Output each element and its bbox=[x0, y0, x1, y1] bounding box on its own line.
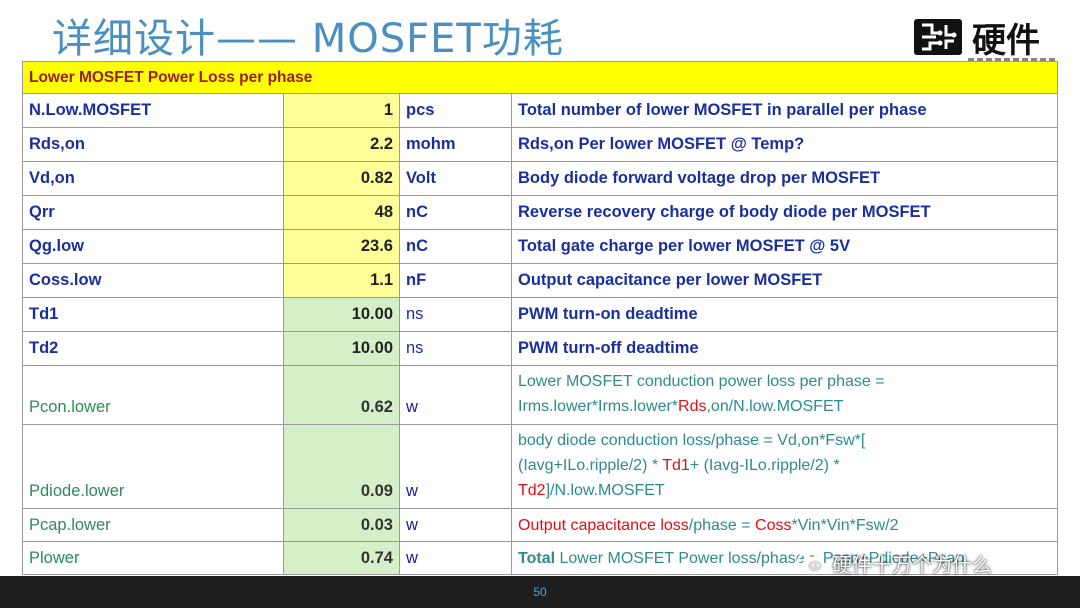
slide-title: 详细设计—— MOSFET功耗 bbox=[52, 16, 564, 62]
table-row: Qg.low 23.6 nC Total gate charge per low… bbox=[22, 229, 1058, 264]
param-unit: ns bbox=[399, 297, 512, 332]
param-description: PWM turn-on deadtime bbox=[511, 297, 1058, 332]
formula-text: ,on/N.low.MOSFET bbox=[706, 398, 844, 415]
param-name: Plower bbox=[22, 541, 284, 575]
param-value[interactable]: 23.6 bbox=[283, 229, 400, 264]
table-row: Td1 10.00 ns PWM turn-on deadtime bbox=[22, 297, 1058, 332]
param-unit: w bbox=[399, 424, 512, 509]
param-value: 0.62 bbox=[283, 365, 400, 425]
formula-text: Lower MOSFET conduction power loss per p… bbox=[518, 373, 885, 390]
param-value[interactable]: 1.1 bbox=[283, 263, 400, 298]
formula-text: body diode conduction loss/phase = Vd,on… bbox=[518, 432, 866, 449]
formula-highlight: Td1 bbox=[662, 457, 690, 474]
param-value[interactable]: 10.00 bbox=[283, 297, 400, 332]
formula-highlight: Td2 bbox=[518, 482, 546, 499]
param-unit: nF bbox=[399, 263, 512, 298]
param-unit: Volt bbox=[399, 161, 512, 196]
param-unit: pcs bbox=[399, 93, 512, 128]
slide-footer-bar bbox=[0, 576, 1080, 608]
param-value: 0.09 bbox=[283, 424, 400, 509]
param-name: Qrr bbox=[22, 195, 284, 230]
param-name: Td2 bbox=[22, 331, 284, 366]
formula-highlight: Total bbox=[518, 549, 556, 567]
formula-description: Output capacitance loss/phase = Coss*Vin… bbox=[511, 508, 1058, 542]
formula-highlight: Coss bbox=[755, 516, 792, 534]
formula-text: (Iavg+ILo.ripple/2) * bbox=[518, 457, 663, 474]
param-value[interactable]: 1 bbox=[283, 93, 400, 128]
param-value: 0.74 bbox=[283, 541, 400, 575]
brand-logo: 硬件 bbox=[912, 14, 1062, 60]
param-value[interactable]: 0.82 bbox=[283, 161, 400, 196]
table-row: Qrr 48 nC Reverse recovery charge of bod… bbox=[22, 195, 1058, 230]
param-name: Td1 bbox=[22, 297, 284, 332]
formula-highlight: Rds bbox=[678, 398, 707, 415]
param-description: PWM turn-off deadtime bbox=[511, 331, 1058, 366]
param-name: Coss.low bbox=[22, 263, 284, 298]
table-row: Pdiode.lower 0.09 w body diode conductio… bbox=[22, 424, 1058, 509]
param-value[interactable]: 10.00 bbox=[283, 331, 400, 366]
param-description: Reverse recovery charge of body diode pe… bbox=[511, 195, 1058, 230]
formula-description: Lower MOSFET conduction power loss per p… bbox=[511, 365, 1058, 425]
table-row: Pcap.lower 0.03 w Output capacitance los… bbox=[22, 508, 1058, 542]
param-name: N.Low.MOSFET bbox=[22, 93, 284, 128]
page-number: 50 bbox=[533, 585, 547, 599]
formula-text: ]/N.low.MOSFET bbox=[545, 482, 665, 499]
param-unit: nC bbox=[399, 195, 512, 230]
param-description: Total number of lower MOSFET in parallel… bbox=[511, 93, 1058, 128]
param-description: Total gate charge per lower MOSFET @ 5V bbox=[511, 229, 1058, 264]
watermark: 硬件十万个为什么 bbox=[796, 546, 992, 580]
mosfet-loss-table: Lower MOSFET Power Loss per phase N.Low.… bbox=[22, 61, 1058, 575]
param-name: Pcap.lower bbox=[22, 508, 284, 542]
param-description: Body diode forward voltage drop per MOSF… bbox=[511, 161, 1058, 196]
table-row: Pcon.lower 0.62 w Lower MOSFET conductio… bbox=[22, 365, 1058, 425]
param-value[interactable]: 48 bbox=[283, 195, 400, 230]
formula-text: *Vin*Vin*Fsw/2 bbox=[791, 516, 899, 534]
table-row: Td2 10.00 ns PWM turn-off deadtime bbox=[22, 331, 1058, 366]
param-name: Rds,on bbox=[22, 127, 284, 162]
param-unit: nC bbox=[399, 229, 512, 264]
logo-text: 硬件 bbox=[972, 20, 1040, 61]
table-row: Coss.low 1.1 nF Output capacitance per l… bbox=[22, 263, 1058, 298]
table-header: Lower MOSFET Power Loss per phase bbox=[22, 61, 1058, 94]
param-unit: mohm bbox=[399, 127, 512, 162]
param-unit: w bbox=[399, 541, 512, 575]
formula-text: + (Iavg-ILo.ripple/2) * bbox=[689, 457, 840, 474]
table-row: N.Low.MOSFET 1 pcs Total number of lower… bbox=[22, 93, 1058, 128]
param-unit: ns bbox=[399, 331, 512, 366]
param-name: Vd,on bbox=[22, 161, 284, 196]
formula-description: Total Lower MOSFET Power loss/phase = Pc… bbox=[511, 541, 1058, 575]
formula-description: body diode conduction loss/phase = Vd,on… bbox=[511, 424, 1058, 509]
formula-highlight: Output capacitance loss bbox=[518, 516, 689, 534]
circuit-logo-icon bbox=[914, 19, 962, 55]
param-unit: w bbox=[399, 365, 512, 425]
table-row: Vd,on 0.82 Volt Body diode forward volta… bbox=[22, 161, 1058, 196]
formula-text: Irms.lower*Irms.lower* bbox=[518, 398, 679, 415]
param-unit: w bbox=[399, 508, 512, 542]
param-value: 0.03 bbox=[283, 508, 400, 542]
formula-text: /phase = bbox=[688, 516, 756, 534]
watermark-text: 硬件十万个为什么 bbox=[832, 552, 992, 577]
param-name: Pcon.lower bbox=[22, 365, 284, 425]
table-row: Plower 0.74 w Total Lower MOSFET Power l… bbox=[22, 541, 1058, 575]
formula-text: Lower MOSFET Power loss/phase = Pcon+Pdi… bbox=[555, 549, 965, 567]
wechat-icon bbox=[797, 552, 824, 574]
param-description: Rds,on Per lower MOSFET @ Temp? bbox=[511, 127, 1058, 162]
table-row: Rds,on 2.2 mohm Rds,on Per lower MOSFET … bbox=[22, 127, 1058, 162]
param-name: Qg.low bbox=[22, 229, 284, 264]
param-description: Output capacitance per lower MOSFET bbox=[511, 263, 1058, 298]
param-name: Pdiode.lower bbox=[22, 424, 284, 509]
param-value[interactable]: 2.2 bbox=[283, 127, 400, 162]
